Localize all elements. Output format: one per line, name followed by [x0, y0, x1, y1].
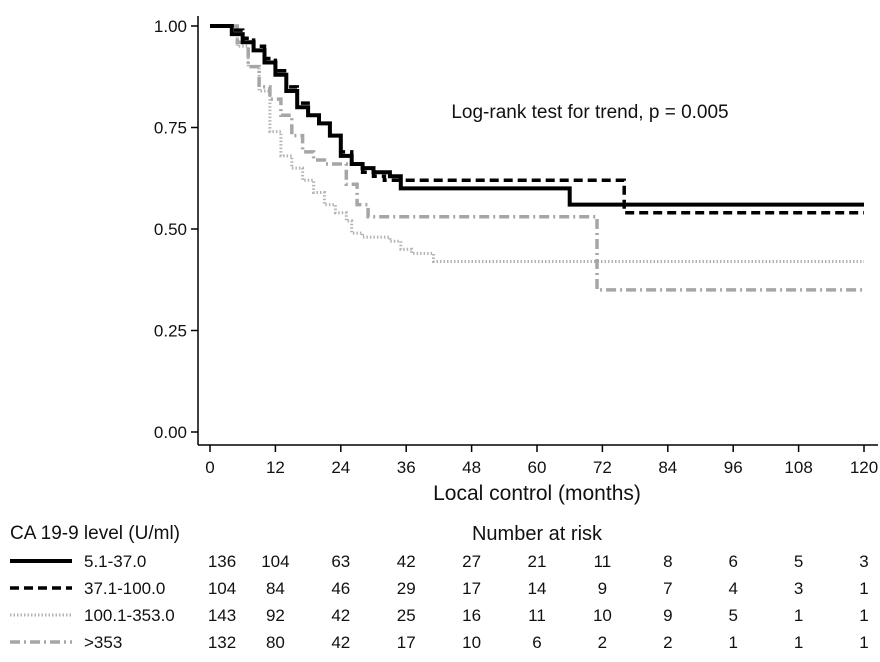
risk-count: 14	[528, 579, 547, 598]
risk-count: 104	[261, 552, 289, 571]
risk-count: 42	[331, 606, 350, 625]
risk-count: 4	[728, 579, 737, 598]
risk-count: 80	[266, 633, 285, 652]
risk-count: 2	[598, 633, 607, 652]
risk-count: 6	[728, 552, 737, 571]
risk-count: 10	[462, 633, 481, 652]
risk-count: 11	[594, 552, 612, 571]
risk-count: 1	[859, 606, 868, 625]
risk-count: 46	[331, 579, 350, 598]
risk-count: 143	[208, 606, 236, 625]
risk-count: 8	[663, 552, 672, 571]
x-tick-label: 120	[850, 458, 878, 477]
y-tick-label: 0.25	[154, 322, 187, 341]
y-tick-label: 0.00	[154, 423, 187, 442]
risk-count: 104	[208, 579, 236, 598]
risk-count: 11	[528, 606, 546, 625]
risk-count: 27	[462, 552, 481, 571]
risk-count: 132	[208, 633, 236, 652]
x-axis-label: Local control (months)	[433, 482, 641, 505]
risk-table-title: Number at risk	[472, 523, 603, 545]
risk-count: 1	[794, 606, 803, 625]
risk-count: 17	[462, 579, 481, 598]
risk-count: 9	[598, 579, 607, 598]
km-curve-5-1-37-0	[210, 24, 864, 207]
risk-count: 84	[266, 579, 285, 598]
risk-count: 16	[462, 606, 481, 625]
risk-count: 1	[728, 633, 737, 652]
km-curve-37-1-100-0	[210, 24, 864, 215]
legend-title: CA 19-9 level (U/ml)	[10, 523, 180, 544]
x-tick-label: 84	[658, 458, 677, 477]
risk-count: 42	[331, 633, 350, 652]
risk-count: 9	[663, 606, 672, 625]
x-tick-label: 12	[266, 458, 285, 477]
x-tick-label: 36	[397, 458, 416, 477]
y-tick-label: 1.00	[154, 17, 187, 36]
risk-count: 25	[397, 606, 416, 625]
km-curve-353	[210, 24, 864, 292]
risk-count: 10	[593, 606, 612, 625]
risk-count: 6	[532, 633, 541, 652]
risk-count: 63	[331, 552, 350, 571]
legend-label: >353	[84, 633, 122, 652]
risk-count: 1	[794, 633, 803, 652]
legend-label: 37.1-100.0	[84, 579, 165, 598]
x-tick-label: 108	[784, 458, 812, 477]
risk-count: 92	[266, 606, 285, 625]
x-tick-label: 72	[593, 458, 612, 477]
risk-count: 1	[859, 633, 868, 652]
x-tick-label: 48	[462, 458, 481, 477]
log-rank-annotation: Log-rank test for trend, p = 0.005	[451, 102, 728, 123]
x-tick-label: 60	[528, 458, 547, 477]
km-curve-100-1-353-0	[210, 24, 864, 263]
x-tick-label: 96	[724, 458, 743, 477]
risk-count: 5	[794, 552, 803, 571]
risk-count: 7	[663, 579, 672, 598]
risk-count: 29	[397, 579, 416, 598]
risk-count: 3	[859, 552, 868, 571]
risk-count: 1	[859, 579, 868, 598]
legend-label: 5.1-37.0	[84, 552, 146, 571]
x-tick-label: 0	[205, 458, 214, 477]
risk-count: 2	[663, 633, 672, 652]
risk-count: 3	[794, 579, 803, 598]
risk-count: 17	[397, 633, 416, 652]
legend-label: 100.1-353.0	[84, 606, 175, 625]
risk-count: 42	[397, 552, 416, 571]
risk-count: 21	[528, 552, 547, 571]
x-tick-label: 24	[331, 458, 350, 477]
y-tick-label: 0.50	[154, 220, 187, 239]
risk-count: 136	[208, 552, 236, 571]
risk-count: 5	[728, 606, 737, 625]
y-tick-label: 0.75	[154, 119, 187, 138]
